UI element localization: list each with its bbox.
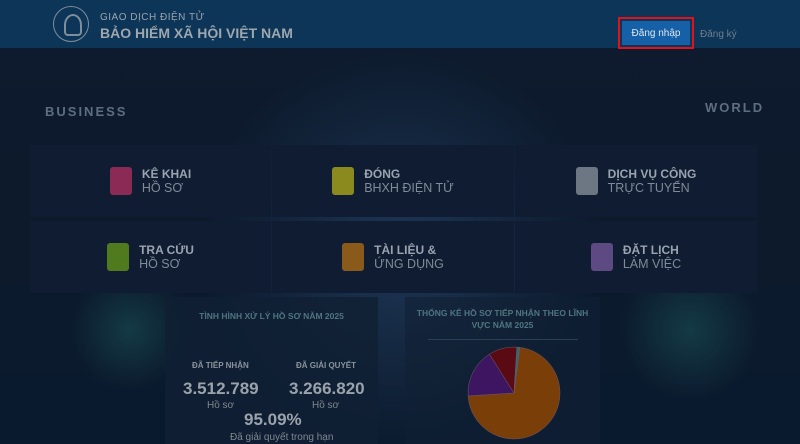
received-value: 3.512.789	[183, 379, 259, 398]
received-label: ĐÃ TIẾP NHẬN	[192, 361, 249, 370]
tile-5[interactable]: ĐẶT LỊCH LÀM VIỆC	[515, 221, 757, 293]
tile-0[interactable]: KÊ KHAI HỒ SƠ	[30, 145, 271, 217]
on-time-label: Đã giải quyết trong hạn	[230, 432, 334, 443]
payment-icon	[332, 167, 355, 195]
tile-title: TRA CỨU	[139, 243, 194, 257]
chart-title: THỐNG KÊ HỒ SƠ TIẾP NHẬN THEO LĨNH VỰC N…	[416, 308, 589, 330]
tile-subtitle: HỒ SƠ	[139, 257, 181, 271]
service-tiles: KÊ KHAI HỒ SƠ ĐÓNG BHXH ĐIỆN TỬ DỊCH VỤ CÔNG…	[30, 145, 757, 293]
login-button[interactable]: Đăng nhập	[622, 21, 690, 45]
tile-subtitle: TRỰC TUYẾN	[607, 181, 690, 195]
site-subtitle: GIAO DỊCH ĐIỆN TỬ	[100, 12, 205, 23]
received-unit: Hồ sơ	[207, 400, 235, 411]
tile-title: ĐÓNG	[364, 167, 401, 181]
header: GIAO DỊCH ĐIỆN TỬ BẢO HIỂM XÃ HỘI VIỆT N…	[0, 0, 800, 49]
pie-chart	[467, 346, 561, 440]
tile-title: ĐẶT LỊCH	[622, 243, 679, 257]
tile-subtitle: LÀM VIỆC	[622, 257, 682, 271]
tile-subtitle: BHXH ĐIỆN TỬ	[364, 181, 454, 195]
chart-panel: THỐNG KÊ HỒ SƠ TIẾP NHẬN THEO LĨNH VỰC N…	[405, 297, 600, 444]
stats-panel: TÌNH HÌNH XỬ LÝ HỒ SƠ NĂM 2025 ĐÃ TIẾP N…	[165, 297, 378, 444]
background-text: WORLD	[705, 100, 765, 115]
site-title: BẢO HIỂM XÃ HỘI VIỆT NAM	[100, 25, 293, 41]
background-text: BUSINESS	[45, 104, 128, 119]
book-play-icon	[342, 243, 365, 271]
resolved-value: 3.266.820	[289, 379, 365, 398]
monitor-search-icon	[107, 243, 130, 271]
tile-2[interactable]: DỊCH VỤ CÔNG TRỰC TUYẾN	[515, 145, 757, 217]
register-link[interactable]: Đăng ký	[700, 29, 737, 40]
resolved-label: ĐÃ GIẢI QUYẾT	[296, 361, 357, 370]
bhxh-logo-icon[interactable]	[53, 6, 89, 42]
document-edit-icon	[109, 167, 132, 195]
globe-computer-icon	[575, 167, 598, 195]
pie-slice-1[interactable]	[467, 353, 515, 397]
login-button-highlight[interactable]: Đăng nhập	[618, 17, 694, 49]
calendar-clock-icon	[590, 243, 613, 271]
on-time-percent: 95.09%	[244, 410, 302, 429]
tile-subtitle: HỒ SƠ	[141, 181, 184, 195]
tile-3[interactable]: TRA CỨU HỒ SƠ	[30, 221, 271, 293]
tile-title: KÊ KHAI	[141, 167, 192, 181]
pie-slice-3[interactable]	[513, 346, 521, 394]
tile-title: DỊCH VỤ CÔNG	[607, 167, 697, 181]
tile-title: TÀI LIỆU &	[374, 243, 437, 257]
stats-title: TÌNH HÌNH XỬ LÝ HỒ SƠ NĂM 2025	[199, 311, 344, 321]
tile-4[interactable]: TÀI LIỆU & ỨNG DỤNG	[272, 221, 514, 293]
resolved-unit: Hồ sơ	[312, 400, 340, 411]
tile-1[interactable]: ĐÓNG BHXH ĐIỆN TỬ	[272, 145, 514, 217]
tile-subtitle: ỨNG DỤNG	[374, 257, 444, 271]
